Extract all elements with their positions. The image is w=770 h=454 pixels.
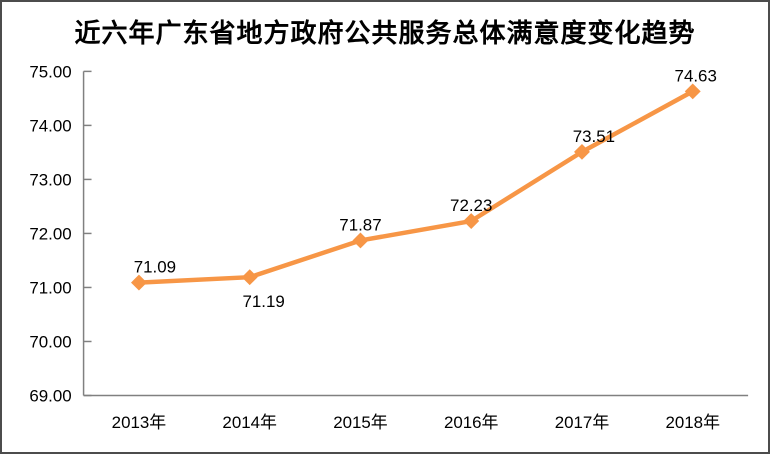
x-tick-label: 2017年: [555, 413, 610, 432]
chart-title: 近六年广东省地方政府公共服务总体满意度变化趋势: [74, 19, 696, 48]
y-tick-label: 73.00: [29, 170, 71, 189]
y-tick-label: 72.00: [29, 224, 71, 243]
y-tick-label: 69.00: [29, 386, 71, 405]
data-label: 71.19: [242, 292, 284, 311]
data-point-marker: [241, 269, 258, 286]
y-tick-label: 70.00: [29, 332, 71, 351]
series-line: [136, 89, 695, 285]
data-label: 71.09: [134, 258, 176, 277]
x-tick-label: 2016年: [444, 413, 499, 432]
x-tick-label: 2014年: [222, 413, 277, 432]
data-label: 73.51: [573, 127, 615, 146]
x-tick-label: 2018年: [665, 413, 720, 432]
y-tick-label: 75.00: [29, 62, 71, 81]
y-tick-label: 71.00: [29, 278, 71, 297]
y-tick-label: 74.00: [29, 116, 71, 135]
data-point-marker: [352, 232, 369, 249]
data-label: 71.87: [339, 216, 381, 235]
data-label: 74.63: [675, 66, 717, 85]
data-label: 72.23: [450, 196, 492, 215]
data-point-marker: [130, 274, 147, 291]
x-tick-label: 2013年: [112, 413, 167, 432]
data-point-marker: [684, 83, 701, 100]
x-tick-label: 2015年: [333, 413, 388, 432]
